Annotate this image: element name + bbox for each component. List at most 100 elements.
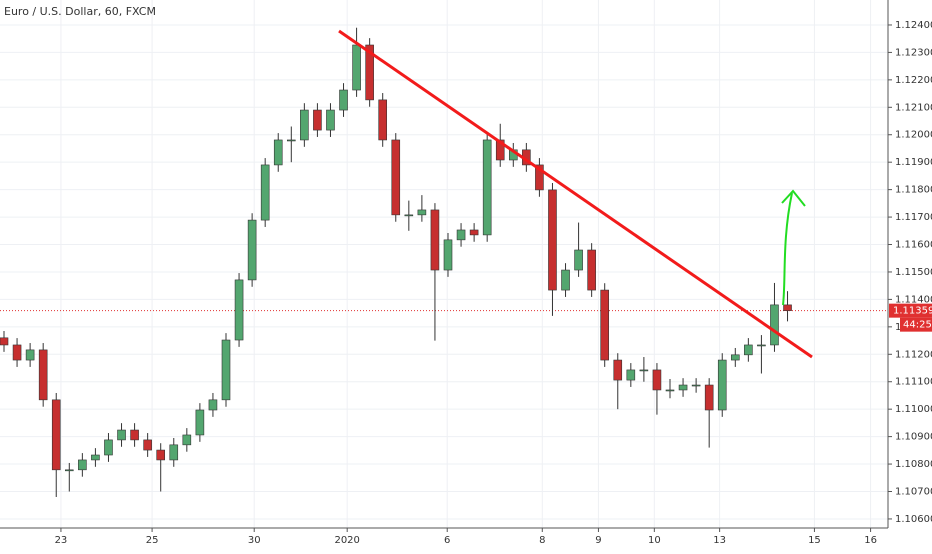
candle-body [639, 369, 649, 372]
grid [0, 0, 888, 528]
candle-body [25, 349, 35, 361]
candle-body [286, 139, 296, 142]
y-tick-label: 1.11800 [895, 185, 932, 196]
candle-body [678, 384, 688, 391]
candle-body [247, 219, 257, 281]
candles [0, 27, 792, 497]
candle-body [313, 109, 322, 131]
candle-body [300, 109, 309, 141]
candle-body [260, 164, 270, 221]
candle-body [574, 249, 583, 271]
candle-body [51, 399, 61, 471]
candle-body [182, 434, 192, 446]
chart-title: Euro / U.S. Dollar, 60, FXCM [4, 5, 156, 18]
candle-body [757, 344, 766, 347]
candle-body [404, 214, 414, 217]
candle-body [717, 359, 727, 411]
candle-body [326, 109, 335, 131]
candle-body [456, 229, 466, 241]
y-tick-label: 1.10700 [895, 487, 932, 498]
candle-body [482, 139, 492, 236]
candle-body [12, 344, 22, 361]
y-tick-label: 1.12200 [895, 75, 932, 86]
candle-body [665, 389, 675, 392]
candle-body [561, 269, 570, 291]
candle-body [64, 469, 74, 472]
candle-body [587, 249, 596, 291]
candle-body [535, 164, 544, 191]
candle-body [169, 444, 179, 461]
y-tick-label: 1.11400 [895, 294, 932, 305]
y-tick-label: 1.10900 [895, 432, 932, 443]
x-tick-label: 13 [713, 535, 726, 546]
candle-body [495, 139, 505, 161]
y-tick-label: 1.12300 [895, 47, 932, 58]
countdown-box [900, 317, 932, 332]
candle-body [38, 349, 48, 401]
candle-body [0, 337, 9, 346]
candle-body [548, 189, 557, 291]
y-tick-label: 1.11900 [895, 157, 932, 168]
x-tick-label: 9 [595, 535, 601, 546]
candle-body [130, 429, 139, 441]
candle-body [691, 384, 701, 387]
candle-body [221, 339, 231, 401]
y-tick-label: 1.11100 [895, 377, 932, 388]
y-tick-label: 1.11200 [895, 349, 932, 360]
y-tick-label: 1.10600 [895, 514, 932, 525]
x-tick-label: 8 [539, 535, 545, 546]
candle-body [234, 279, 244, 341]
candle-body [469, 229, 479, 236]
candle-body [365, 44, 374, 101]
y-tick-label: 1.12400 [895, 20, 932, 31]
countdown: 44:25 [903, 320, 932, 331]
x-tick-label: 10 [648, 535, 661, 546]
trend-line [338, 29, 813, 359]
candle-body [195, 409, 205, 436]
arrow-head [781, 189, 806, 207]
candle-body [704, 384, 714, 411]
candle-body [770, 304, 779, 346]
x-tick-label: 2020 [334, 535, 359, 546]
x-tick-label: 16 [864, 535, 877, 546]
price-label: 1.11359 [893, 306, 932, 317]
candle-body [117, 429, 126, 441]
projection-arrow [782, 192, 793, 306]
candle-body [443, 239, 453, 271]
candle-body [273, 139, 283, 166]
x-tick-label: 15 [808, 535, 821, 546]
candle-body [417, 209, 427, 216]
y-tick-label: 1.11600 [895, 240, 932, 251]
y-tick-label: 1.12000 [895, 130, 932, 141]
y-tick-label: 1.10800 [895, 459, 932, 470]
candle-body [626, 369, 636, 381]
price-label-box [889, 303, 932, 318]
candle-body [104, 439, 113, 456]
candle-body [430, 209, 440, 271]
x-tick-label: 6 [444, 535, 450, 546]
y-tick-label: 1.11500 [895, 267, 932, 278]
candle-body [744, 344, 753, 356]
candle-body [156, 449, 166, 461]
candle-body [613, 359, 623, 381]
candle-body [91, 454, 100, 461]
y-tick-label: 1.11000 [895, 404, 932, 415]
candle-body [352, 44, 361, 91]
candle-body [730, 354, 740, 361]
y-tick-label: 1.12100 [895, 102, 932, 113]
x-tick-label: 23 [55, 535, 68, 546]
candle-body [652, 369, 662, 391]
x-tick-label: 25 [146, 535, 159, 546]
y-tick-label: 1.11700 [895, 212, 932, 223]
candle-body [378, 99, 388, 141]
candle-body [391, 139, 401, 216]
candle-body [339, 89, 348, 111]
candle-body [783, 304, 792, 311]
x-tick-label: 30 [248, 535, 261, 546]
candle-body [143, 439, 152, 451]
candle-body [208, 399, 218, 411]
candle-body [600, 289, 610, 361]
candle-body [78, 459, 87, 471]
